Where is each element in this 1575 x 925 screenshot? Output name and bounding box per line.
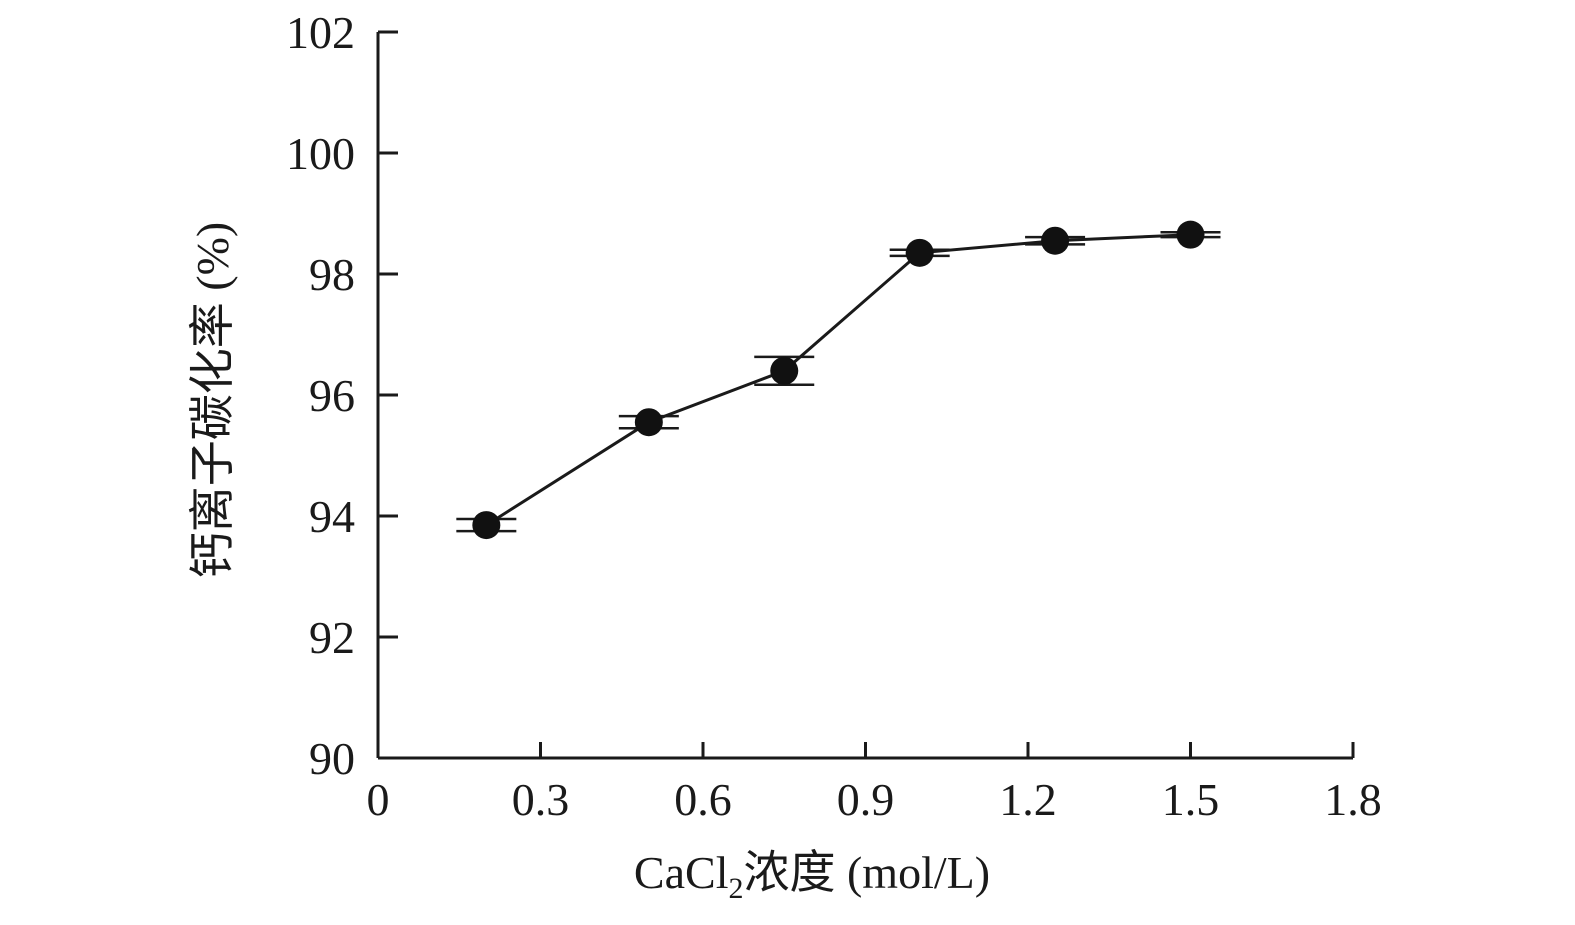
x-axis-title-subscript: 2 [728,872,743,905]
x-axis-title-suffix: 浓度 (mol/L) [743,847,990,898]
data-point [634,408,663,437]
y-tick-label: 100 [286,128,355,179]
x-axis-title-prefix: CaCl [634,847,729,898]
x-ticks: 0 0.3 0.6 0.9 1.2 1.5 1.8 [367,742,1382,825]
y-axis-title: 钙离子碳化率 (%) [187,222,238,578]
data-point [770,356,799,385]
x-tick-label: 0.9 [837,774,895,825]
y-ticks: 90 92 94 96 98 100 102 [286,7,398,784]
y-tick-label: 98 [309,249,355,300]
x-tick-label: 0 [367,774,390,825]
data-point [1176,220,1205,249]
y-tick-label: 90 [309,733,355,784]
x-axis-title: CaCl2浓度 (mol/L) [634,847,990,905]
y-tick-label: 102 [286,7,355,58]
data-point [905,238,934,267]
x-tick-label: 0.6 [674,774,732,825]
data-point [1041,226,1070,255]
y-tick-label: 96 [309,370,355,421]
data-point [472,511,501,540]
y-tick-label: 92 [309,612,355,663]
series-layer [456,220,1221,540]
series-line [485,233,1191,527]
y-tick-label: 94 [309,491,355,542]
x-tick-label: 1.5 [1162,774,1220,825]
axes [376,32,1353,760]
x-tick-label: 0.3 [512,774,570,825]
x-tick-label: 1.8 [1324,774,1382,825]
x-tick-label: 1.2 [999,774,1057,825]
